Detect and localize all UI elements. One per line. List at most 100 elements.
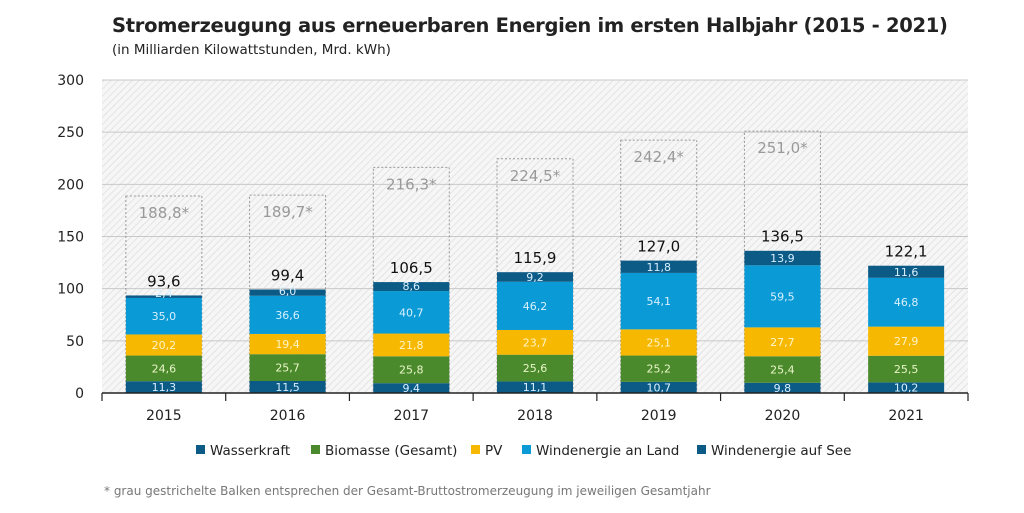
bar-segment [249,333,326,355]
bar-segment [744,356,821,383]
bar-value-label: 46,2 [523,300,548,313]
bar-value-label: 6,0 [279,285,297,298]
bar-value-label: 2,4 [155,287,173,300]
y-tick-label: 100 [57,282,84,298]
bar-value-label: 59,5 [770,290,795,303]
bar-segment [373,282,450,292]
gross-total-label: 216,3* [386,175,437,193]
gross-total-label: 189,7* [262,203,313,221]
y-tick-label: 300 [57,73,84,89]
bar-segment [249,354,326,382]
bar-value-label: 40,7 [399,306,424,319]
bar-value-label: 11,1 [523,381,548,394]
x-tick-label: 2021 [888,408,924,424]
legend-swatch [196,445,205,454]
x-tick-label: 2018 [517,408,553,424]
gross-total-bar [125,195,203,394]
gross-total-label: 251,0* [757,139,808,157]
bar-value-label: 27,7 [770,336,795,349]
bar-segment [125,334,202,356]
bar-value-label: 25,2 [646,363,671,376]
bar-value-label: 35,0 [152,310,177,323]
bar-segment [620,381,697,393]
gross-total-label: 224,5* [510,167,561,185]
legend-swatch [311,445,320,454]
bar-value-label: 11,6 [894,266,919,279]
bar-segment [373,383,450,393]
bar-segment [868,326,945,356]
bar-segment [373,291,450,334]
y-tick-label: 50 [66,334,84,350]
bar-value-label: 25,8 [399,364,424,377]
bar-value-label: 21,8 [399,339,424,352]
bar-segment [868,355,945,383]
x-tick-label: 2016 [270,408,306,424]
bar-segment [620,355,697,382]
bar-segment [868,382,945,393]
bar-segment [497,381,573,393]
bar-segment [497,281,573,330]
bar-value-label: 11,8 [646,261,671,274]
bar-value-label: 25,4 [770,364,795,377]
bar-value-label: 24,6 [152,362,177,375]
bar-segment [620,260,697,273]
gross-total-label: 242,4* [633,148,684,166]
gross-total-bar [372,166,450,394]
legend-label: Wasserkraft [210,443,290,459]
total-label: 127,0 [637,237,680,255]
y-tick-label: 0 [75,386,84,402]
gross-total-label: 188,8* [139,204,190,222]
chart-subtitle: (in Milliarden Kilowattstunden, Mrd. kWh… [112,42,391,58]
y-tick-label: 150 [57,230,84,246]
x-tick-label: 2019 [641,408,677,424]
legend-swatch [522,445,531,454]
x-tick-label: 2020 [765,408,801,424]
total-label: 93,6 [147,272,180,290]
total-label: 136,5 [761,228,804,246]
legend-swatch [471,445,480,454]
bar-segment [125,355,202,382]
bar-segment [373,356,450,384]
bar-value-label: 10,7 [646,381,671,394]
legend-label: Biomasse (Gesamt) [325,443,457,459]
bar-value-label: 10,2 [894,382,919,395]
bar-segment [620,329,697,356]
bar-value-label: 9,8 [774,382,792,395]
bar-value-label: 20,2 [152,339,177,352]
bar-value-label: 25,6 [523,362,548,375]
bar-segment [620,272,697,330]
y-tick-label: 200 [57,177,84,193]
bar-segment [249,381,326,393]
total-label: 106,5 [390,259,433,277]
bar-value-label: 25,5 [894,363,919,376]
bar-segment [497,272,573,282]
bar-value-label: 54,1 [646,295,671,308]
bar-segment [497,354,573,382]
bar-segment [497,329,573,355]
bar-segment [868,265,945,278]
bar-segment [125,295,202,298]
total-label: 115,9 [514,249,557,267]
total-label: 122,1 [885,243,928,261]
bar-value-label: 13,9 [770,252,795,265]
bar-value-label: 9,4 [403,382,421,395]
chart-title: Stromerzeugung aus erneuerbaren Energien… [112,14,948,37]
bar-segment [125,381,202,393]
legend-label: Windenergie an Land [536,443,679,459]
legend-swatch [697,445,706,454]
y-tick-label: 250 [57,125,84,141]
footnote: * grau gestrichelte Balken entsprechen d… [104,484,711,498]
bar-value-label: 25,1 [646,336,671,349]
gross-total-bar [620,139,698,394]
x-tick-label: 2015 [146,408,182,424]
x-tick-label: 2017 [393,408,429,424]
bar-segment [373,333,450,357]
bar-segment [868,277,945,327]
bar-value-label: 46,8 [894,296,919,309]
bar-value-label: 36,6 [275,309,300,322]
legend-label: PV [485,443,503,459]
total-label: 99,4 [271,266,304,284]
bar-value-label: 11,5 [275,381,300,394]
bar-value-label: 27,9 [894,335,919,348]
